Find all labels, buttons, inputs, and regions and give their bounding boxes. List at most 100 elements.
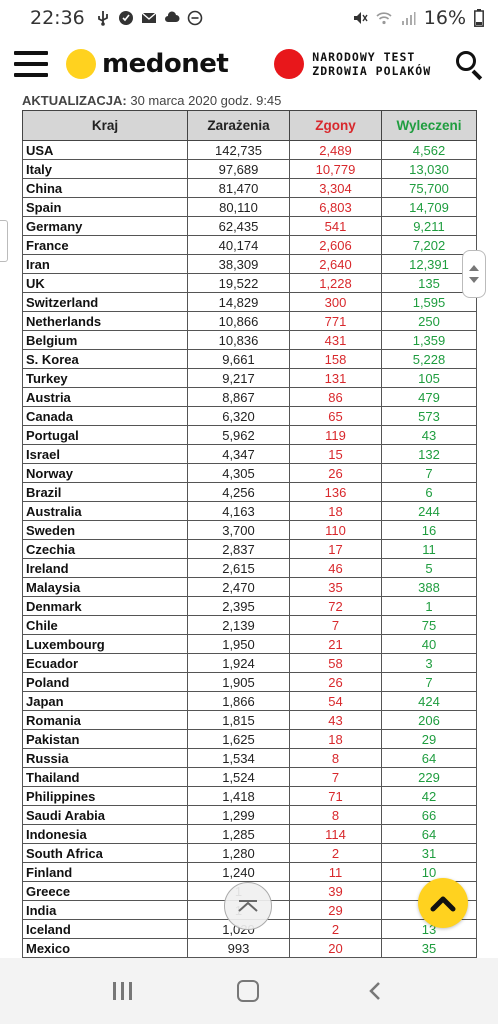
- cell-country: Thailand: [22, 767, 188, 787]
- table-row: Iran 38,309 2,640 12,391: [22, 254, 477, 274]
- table-row: UK 19,522 1,228 135: [22, 273, 477, 293]
- cell-recovered: 1,595: [381, 292, 477, 312]
- cell-deaths: 541: [289, 216, 382, 236]
- covid-stats-table: Kraj Zarażenia Zgony Wyleczeni USA 142,73…: [22, 110, 477, 958]
- cell-recovered: 11: [381, 539, 477, 559]
- cell-cases: 1,815: [187, 710, 290, 730]
- table-row: Chile 2,139 7 75: [22, 615, 477, 635]
- medonet-logo[interactable]: medonet: [66, 49, 229, 79]
- cell-deaths: 158: [289, 349, 382, 369]
- cell-cases: 3,700: [187, 520, 290, 540]
- cell-cases: 1,418: [187, 786, 290, 806]
- cell-recovered: 13,030: [381, 159, 477, 179]
- cell-country: Iran: [22, 254, 188, 274]
- cell-deaths: 65: [289, 406, 382, 426]
- browser-scroll-top-button[interactable]: [224, 882, 272, 930]
- table-row: Russia 1,534 8 64: [22, 748, 477, 768]
- table-row: China 81,470 3,304 75,700: [22, 178, 477, 198]
- recents-icon[interactable]: [112, 982, 132, 1000]
- cell-recovered: 479: [381, 387, 477, 407]
- header-cases: Zarażenia: [187, 110, 290, 141]
- cell-deaths: 2: [289, 919, 382, 939]
- cell-cases: 40,174: [187, 235, 290, 255]
- cell-recovered: 14,709: [381, 197, 477, 217]
- cell-recovered: 7: [381, 463, 477, 483]
- cell-recovered: 132: [381, 444, 477, 464]
- cell-country: Luxembourg: [22, 634, 188, 654]
- cell-recovered: 1,359: [381, 330, 477, 350]
- cell-deaths: 46: [289, 558, 382, 578]
- cell-deaths: 35: [289, 577, 382, 597]
- cell-country: Spain: [22, 197, 188, 217]
- cell-country: Germany: [22, 216, 188, 236]
- search-icon[interactable]: [454, 49, 484, 81]
- cell-deaths: 10,779: [289, 159, 382, 179]
- status-time: 22:36: [30, 7, 85, 29]
- cell-cases: 1,534: [187, 748, 290, 768]
- back-to-top-button[interactable]: [418, 878, 468, 928]
- cell-deaths: 771: [289, 311, 382, 331]
- cell-cases: 81,470: [187, 178, 290, 198]
- cell-recovered: 573: [381, 406, 477, 426]
- cell-deaths: 39: [289, 881, 382, 901]
- cell-recovered: 9,211: [381, 216, 477, 236]
- usb-icon: [97, 11, 108, 26]
- cell-deaths: 11: [289, 862, 382, 882]
- promo-dot-icon: [274, 49, 305, 79]
- table-row: Sweden 3,700 110 16: [22, 520, 477, 540]
- cell-deaths: 2,606: [289, 235, 382, 255]
- cell-recovered: 10: [381, 862, 477, 882]
- header-deaths: Zgony: [289, 110, 382, 141]
- cell-recovered: 64: [381, 824, 477, 844]
- table-row: Italy 97,689 10,779 13,030: [22, 159, 477, 179]
- table-row: Malaysia 2,470 35 388: [22, 577, 477, 597]
- logo-dot-icon: [66, 49, 96, 79]
- table-row: Netherlands 10,866 771 250: [22, 311, 477, 331]
- cell-country: Poland: [22, 672, 188, 692]
- home-icon[interactable]: [236, 980, 259, 1002]
- cell-country: Israel: [22, 444, 188, 464]
- cell-deaths: 8: [289, 748, 382, 768]
- cell-deaths: 114: [289, 824, 382, 844]
- cell-cases: 97,689: [187, 159, 290, 179]
- table-row: Poland 1,905 26 7: [22, 672, 477, 692]
- cell-deaths: 17: [289, 539, 382, 559]
- cell-country: Denmark: [22, 596, 188, 616]
- cell-country: Austria: [22, 387, 188, 407]
- cell-cases: 142,735: [187, 140, 290, 160]
- table-row: Australia 4,163 18 244: [22, 501, 477, 521]
- cell-cases: 10,836: [187, 330, 290, 350]
- cell-recovered: 43: [381, 425, 477, 445]
- cell-recovered: 229: [381, 767, 477, 787]
- cell-cases: 5,962: [187, 425, 290, 445]
- promo-link[interactable]: NARODOWY TEST ZDROWIA POLAKÓW: [274, 49, 431, 79]
- cell-deaths: 54: [289, 691, 382, 711]
- table-row: Czechia 2,837 17 11: [22, 539, 477, 559]
- cell-recovered: 250: [381, 311, 477, 331]
- menu-icon[interactable]: [14, 51, 48, 77]
- cell-recovered: 388: [381, 577, 477, 597]
- cell-cases: 6,320: [187, 406, 290, 426]
- cell-cases: 2,470: [187, 577, 290, 597]
- cell-country: Switzerland: [22, 292, 188, 312]
- cell-deaths: 431: [289, 330, 382, 350]
- side-panel-handle[interactable]: [0, 220, 8, 262]
- cell-deaths: 2: [289, 843, 382, 863]
- back-icon[interactable]: [364, 980, 386, 1002]
- cell-recovered: 244: [381, 501, 477, 521]
- cell-country: Brazil: [22, 482, 188, 502]
- signal-icon: [401, 12, 416, 25]
- cell-deaths: 300: [289, 292, 382, 312]
- cell-country: Philippines: [22, 786, 188, 806]
- cell-recovered: 29: [381, 729, 477, 749]
- cell-country: USA: [22, 140, 188, 160]
- cell-recovered: 3: [381, 653, 477, 673]
- table-row: Norway 4,305 26 7: [22, 463, 477, 483]
- cell-cases: 14,829: [187, 292, 290, 312]
- scroll-handle[interactable]: [462, 250, 486, 298]
- status-bar: 22:36 16%: [0, 0, 498, 36]
- table-row: Denmark 2,395 72 1: [22, 596, 477, 616]
- cell-country: Iceland: [22, 919, 188, 939]
- table-body: USA 142,735 2,489 4,562 Italy 97,689 10,779 13,…: [22, 140, 477, 958]
- cell-country: Australia: [22, 501, 188, 521]
